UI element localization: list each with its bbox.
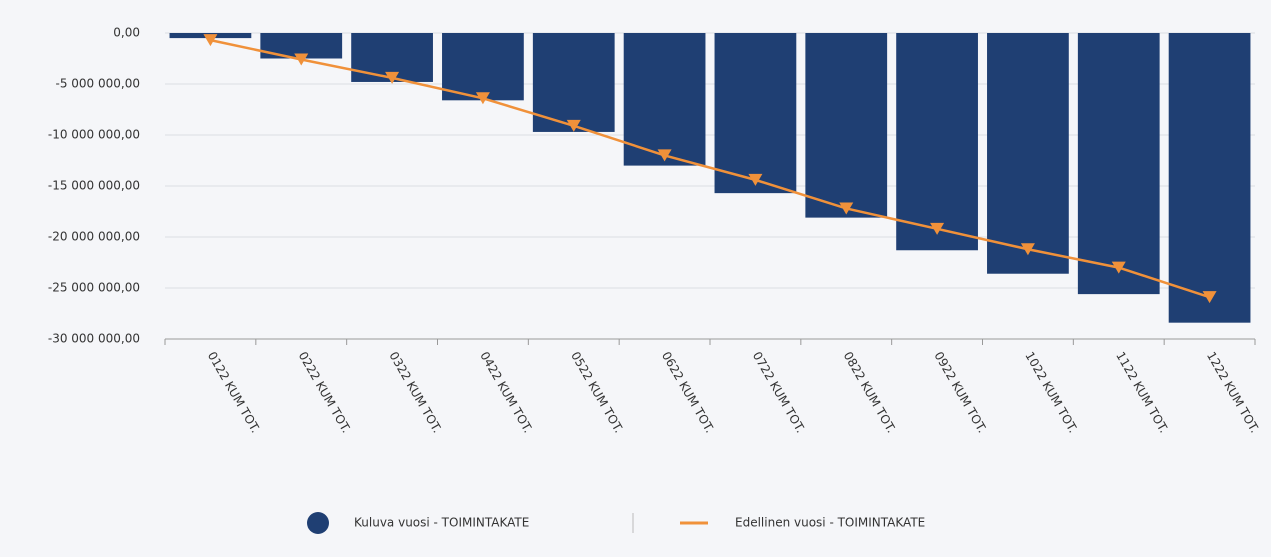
y-tick-label: -20 000 000,00 [48, 230, 140, 244]
y-tick-label: -25 000 000,00 [48, 281, 140, 295]
line-marker [385, 71, 400, 84]
line [210, 38, 1210, 299]
bar [805, 33, 888, 218]
line-marker [475, 92, 490, 105]
bar [442, 33, 524, 101]
line-marker [1202, 291, 1217, 304]
y-tick-label: -10 000 000,00 [48, 128, 140, 142]
bar [532, 33, 615, 132]
legend-marker [307, 512, 329, 534]
y-tick-label: -15 000 000,00 [48, 179, 140, 193]
y-tick-label: -30 000 000,00 [48, 332, 140, 346]
line-marker [748, 173, 763, 186]
line-marker [203, 34, 218, 47]
line-marker [1111, 261, 1126, 274]
bar [714, 33, 797, 194]
bar [1077, 33, 1160, 295]
y-tick-label: -5 000 000,00 [56, 77, 141, 91]
legend-label: Edellinen vuosi - TOIMINTAKATE [735, 516, 925, 530]
bar [1168, 33, 1251, 323]
line-marker [930, 222, 945, 235]
line-marker [566, 119, 581, 132]
line-marker [1020, 243, 1035, 256]
line-marker [294, 53, 309, 66]
line-marker [839, 202, 854, 215]
line-marker [657, 149, 672, 162]
bar [987, 33, 1069, 274]
legend-label: Kuluva vuosi - TOIMINTAKATE [354, 516, 529, 530]
y-tick-label: 0,00 [113, 26, 140, 40]
bar [896, 33, 978, 251]
bar [623, 33, 706, 166]
